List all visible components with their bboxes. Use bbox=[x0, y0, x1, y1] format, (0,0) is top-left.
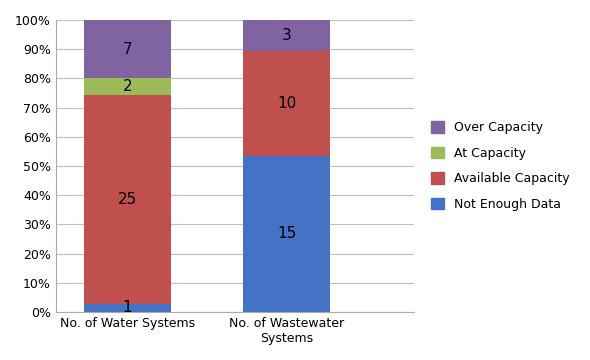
Text: 10: 10 bbox=[277, 96, 296, 111]
Text: 3: 3 bbox=[282, 28, 291, 43]
Text: 25: 25 bbox=[118, 192, 137, 207]
Text: 2: 2 bbox=[123, 79, 132, 94]
Legend: Over Capacity, At Capacity, Available Capacity, Not Enough Data: Over Capacity, At Capacity, Available Ca… bbox=[427, 118, 573, 215]
Text: 1: 1 bbox=[123, 301, 132, 315]
Bar bbox=[84, 95, 171, 304]
Text: 7: 7 bbox=[123, 42, 132, 57]
Bar bbox=[243, 20, 330, 51]
Bar bbox=[243, 156, 330, 312]
Bar bbox=[243, 51, 330, 156]
Bar bbox=[84, 20, 171, 78]
Text: 15: 15 bbox=[277, 226, 296, 242]
Bar bbox=[84, 78, 171, 95]
Bar bbox=[84, 304, 171, 312]
